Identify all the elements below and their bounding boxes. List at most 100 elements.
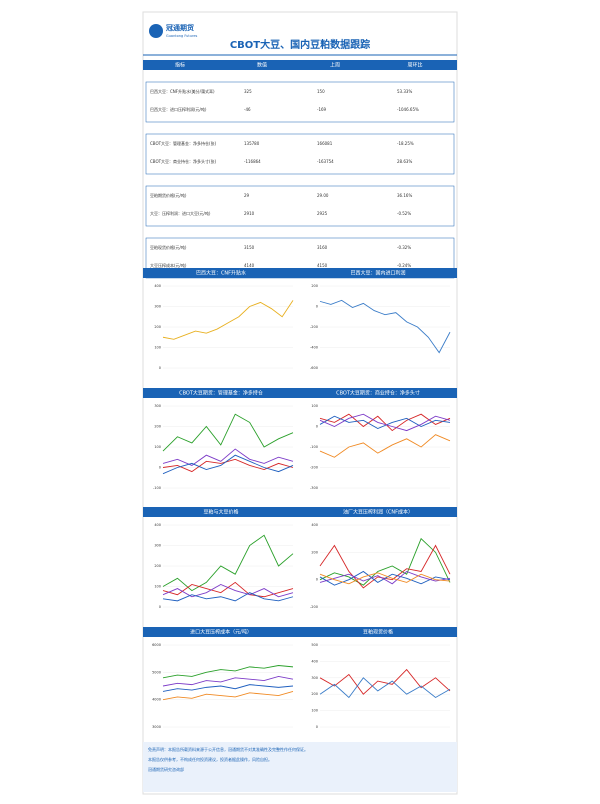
series-line bbox=[162, 665, 294, 679]
footer-line: 免责声明：本报告所载资料来源于公开信息，冠通期货不对其准确性及完整性作任何保证。 bbox=[148, 746, 308, 752]
series-line bbox=[319, 413, 451, 432]
table-cell: 大豆：压榨利润：进口大豆(元/吨) bbox=[150, 210, 211, 216]
series-line bbox=[162, 458, 294, 473]
logo-icon bbox=[149, 24, 163, 38]
series-line bbox=[162, 454, 294, 475]
table-cell: 2925 bbox=[317, 211, 328, 216]
table-header: 上周 bbox=[330, 62, 340, 69]
panel-title: 巴西大豆：国内进口利润 bbox=[350, 270, 405, 277]
table-cell: 325 bbox=[244, 89, 252, 94]
y-tick-label: -400 bbox=[310, 346, 318, 350]
series-line bbox=[319, 299, 451, 354]
y-tick-label: 100 bbox=[154, 585, 161, 589]
y-tick-label: 400 bbox=[154, 284, 161, 288]
series-line bbox=[162, 448, 294, 466]
logo-sub: Guantong Futures bbox=[166, 34, 198, 38]
title: CBOT大豆、国内豆粕数据跟踪 bbox=[230, 38, 370, 51]
table-cell: 28.63% bbox=[397, 159, 412, 164]
y-tick-label: 300 bbox=[154, 404, 161, 408]
series-line bbox=[319, 668, 451, 695]
y-tick-label: 200 bbox=[311, 692, 318, 696]
y-tick-label: 5000 bbox=[152, 670, 161, 674]
y-tick-label: 100 bbox=[154, 346, 161, 350]
panel-header bbox=[300, 507, 457, 517]
series-line bbox=[319, 677, 451, 699]
table-cell: -1046.65% bbox=[397, 107, 419, 112]
series-line bbox=[319, 570, 451, 586]
series-line bbox=[319, 434, 451, 458]
table-cell: -169 bbox=[317, 107, 327, 112]
y-tick-label: 200 bbox=[154, 564, 161, 568]
y-tick-label: 0 bbox=[159, 605, 161, 609]
panel-header bbox=[143, 268, 300, 278]
table-cell: 4150 bbox=[317, 263, 328, 268]
table-cell: -163754 bbox=[317, 159, 334, 164]
table-cell: -18.25% bbox=[397, 141, 414, 146]
table-cell: 53.33% bbox=[397, 89, 412, 94]
footer-line: 冠通期货研究咨询部 bbox=[148, 766, 184, 772]
panel-title: CBOT大豆期货：管理基金：净多持仓 bbox=[179, 390, 263, 397]
panel-title: 进口大豆压榨成本（元/吨） bbox=[190, 629, 252, 636]
table-cell: 29 bbox=[244, 193, 250, 198]
panel-header bbox=[300, 388, 457, 398]
table-cell: 166081 bbox=[317, 141, 333, 146]
table-cell: 豆粕现货价格(元/吨) bbox=[150, 244, 187, 250]
y-tick-label: 3000 bbox=[152, 725, 161, 729]
series-line bbox=[162, 413, 294, 452]
y-tick-label: 200 bbox=[154, 425, 161, 429]
y-tick-label: -200 bbox=[310, 325, 318, 329]
y-tick-label: -200 bbox=[310, 605, 318, 609]
table-cell: 巴西大豆：CNF升贴水(美分/蒲式耳) bbox=[150, 88, 215, 94]
y-tick-label: -100 bbox=[153, 486, 161, 490]
y-tick-label: 0 bbox=[316, 305, 318, 309]
table-header: 指标 bbox=[175, 62, 185, 69]
y-tick-label: -100 bbox=[310, 445, 318, 449]
y-tick-label: 0 bbox=[316, 578, 318, 582]
series-line bbox=[319, 572, 451, 585]
table-cell: CBOT大豆：管理基金：净多持仓(张) bbox=[150, 140, 217, 146]
y-tick-label: 200 bbox=[154, 325, 161, 329]
panel-title: 豆粕现货价格 bbox=[363, 629, 393, 636]
table-cell: -0.32% bbox=[397, 245, 411, 250]
table-cell: 135780 bbox=[244, 141, 260, 146]
y-tick-label: 400 bbox=[311, 523, 318, 527]
panel-header bbox=[143, 627, 300, 637]
panel-title: 豆粕与大豆价格 bbox=[203, 509, 238, 516]
y-tick-label: 400 bbox=[311, 659, 318, 663]
page-border bbox=[142, 11, 458, 795]
y-tick-label: 100 bbox=[311, 709, 318, 713]
footer-line: 本报告仅供参考，不构成任何投资建议，投资者据此操作，风险自担。 bbox=[148, 756, 272, 762]
y-tick-label: 0 bbox=[159, 366, 161, 370]
table-cell: 3160 bbox=[317, 245, 328, 250]
y-tick-label: 0 bbox=[159, 466, 161, 470]
series-line bbox=[162, 534, 294, 592]
panel-title: CBOT大豆期货：商业持仓：净多头寸 bbox=[336, 390, 420, 397]
logo: 冠通期货 bbox=[166, 23, 194, 32]
y-tick-label: -200 bbox=[310, 466, 318, 470]
y-tick-label: -300 bbox=[310, 486, 318, 490]
table-cell: 3150 bbox=[244, 245, 255, 250]
series-line bbox=[162, 300, 294, 340]
series-line bbox=[162, 675, 294, 687]
table-group bbox=[145, 81, 455, 123]
y-tick-label: 4000 bbox=[152, 698, 161, 702]
table-cell: 豆粕期货价格(元/吨) bbox=[150, 192, 187, 198]
table-cell: 36.16% bbox=[397, 193, 412, 198]
table-cell: CBOT大豆：商业持仓：净多头寸(张) bbox=[150, 158, 217, 164]
y-tick-label: 6000 bbox=[152, 643, 161, 647]
table-group bbox=[145, 133, 455, 175]
table-header: 数值 bbox=[257, 62, 267, 69]
series-line bbox=[319, 413, 451, 432]
table-cell: 29.00 bbox=[317, 193, 329, 198]
table-header: 周环比 bbox=[407, 62, 422, 69]
y-tick-label: 400 bbox=[154, 523, 161, 527]
table-cell: 2910 bbox=[244, 211, 255, 216]
panel-header bbox=[143, 388, 300, 398]
table-cell: 4140 bbox=[244, 263, 255, 268]
panel-title: 油厂大豆压榨利润（CNF成本） bbox=[343, 509, 413, 516]
table-cell: -116864 bbox=[244, 159, 261, 164]
table-cell: 巴西大豆：进口压榨利润(元/吨) bbox=[150, 106, 207, 112]
y-tick-label: 0 bbox=[316, 425, 318, 429]
table-header-bg bbox=[143, 60, 457, 70]
